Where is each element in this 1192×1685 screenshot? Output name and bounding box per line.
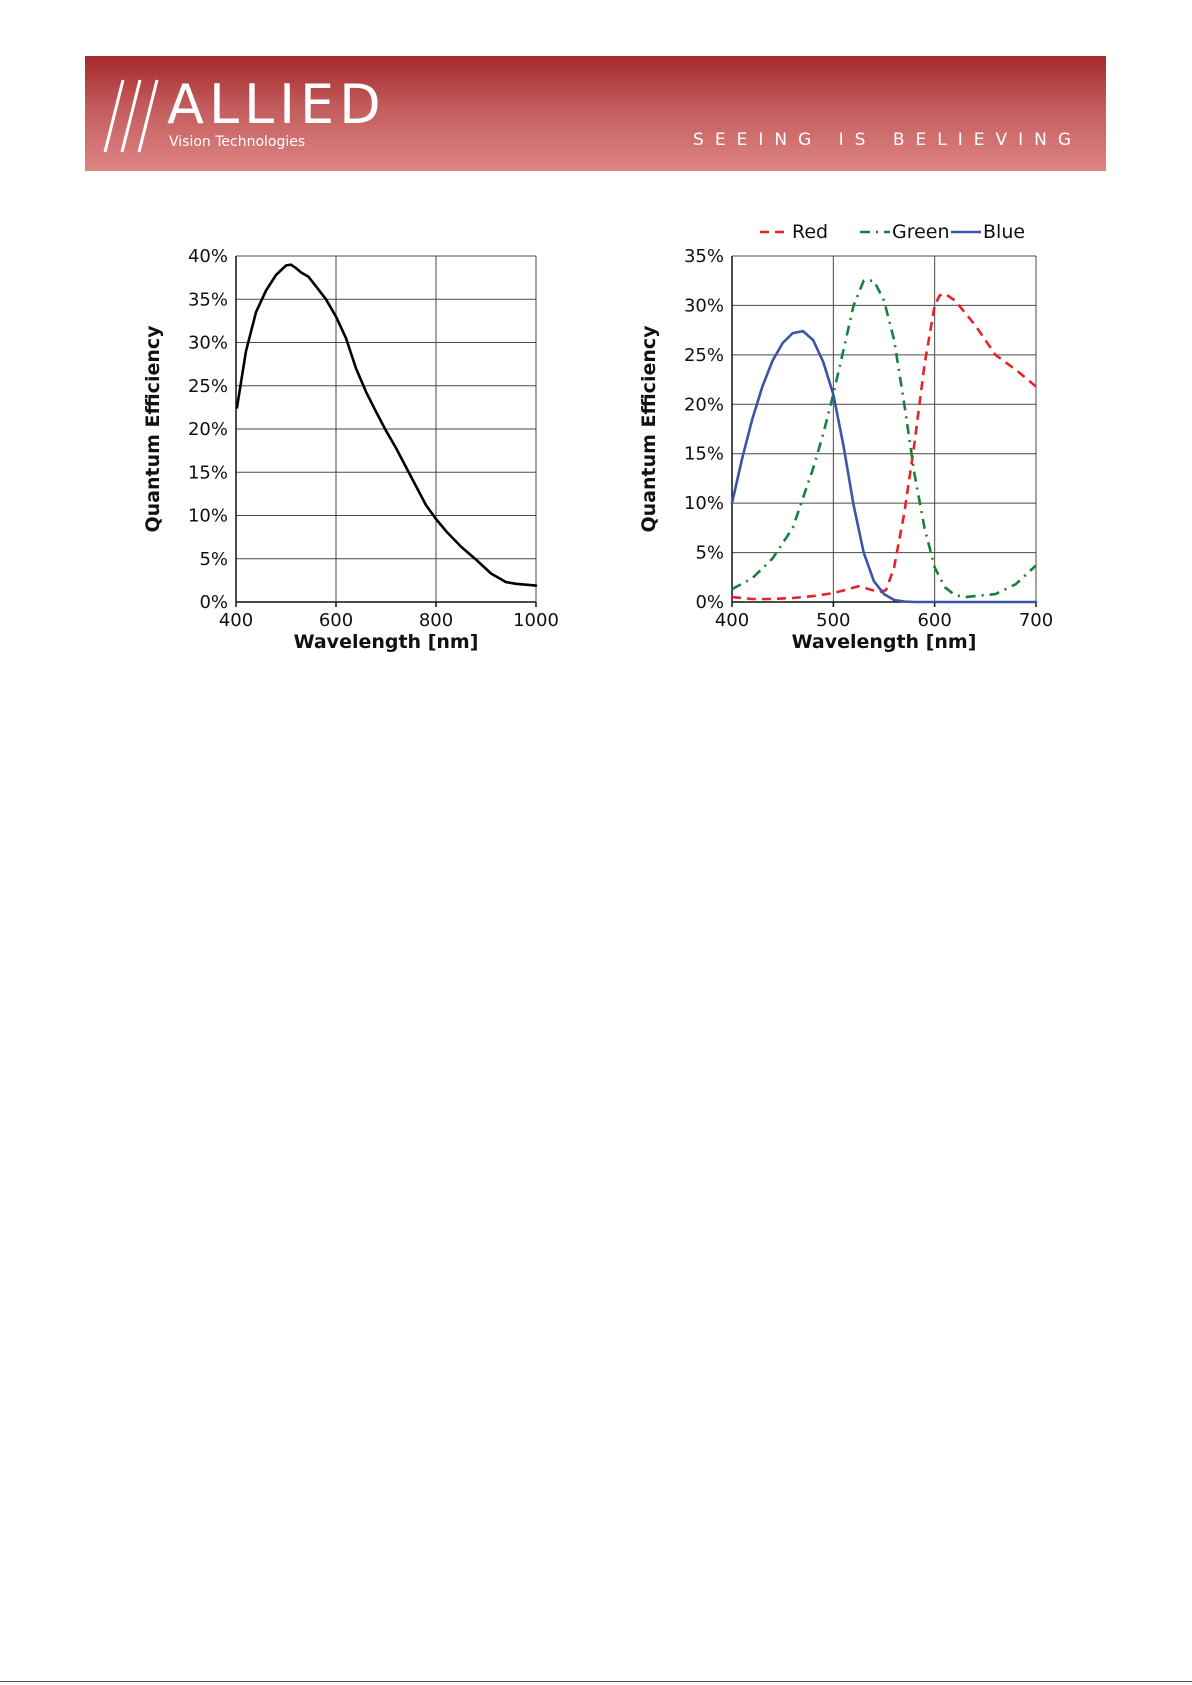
x-tick-label: 500 [816, 610, 850, 631]
y-axis-label: Quantum Efficiency [638, 325, 660, 533]
y-tick-label: 40% [188, 246, 228, 267]
legend-label: Green [892, 221, 950, 243]
y-tick-label: 20% [188, 419, 228, 440]
chart-1: 0% 5% 10% 15% 20% 25% 30% 35% 40% 400 600 800 1000 Wa… [142, 246, 559, 653]
legend: Red Green Blue [760, 221, 1025, 243]
x-tick-label: 600 [319, 610, 353, 631]
y-tick-label: 20% [684, 394, 724, 415]
y-tick-label: 15% [684, 444, 724, 465]
series-line-blue [730, 329, 1038, 604]
y-axis-label: Quantum Efficiency [142, 325, 164, 533]
y-tick-label: 25% [684, 345, 724, 366]
y-tick-label: 10% [684, 493, 724, 514]
y-tick-label: 0% [695, 592, 724, 613]
x-tick-label: 600 [917, 610, 951, 631]
chart-2: 0% 5% 10% 15% 20% 25% 30% 35% 400 500 600 700 Wavele… [638, 221, 1053, 653]
x-tick-label: 400 [219, 610, 253, 631]
y-tick-label: 35% [188, 289, 228, 310]
y-tick-label: 5% [199, 549, 228, 570]
y-tick-label: 10% [188, 506, 228, 527]
y-tick-label: 30% [684, 295, 724, 316]
x-tick-label: 800 [419, 610, 453, 631]
legend-label: Blue [983, 221, 1025, 243]
x-tick-label: 400 [715, 610, 749, 631]
brand-name: ALLIED [167, 73, 386, 136]
x-tick-label: 700 [1019, 610, 1053, 631]
x-axis-label: Wavelength [nm] [294, 631, 479, 653]
x-tick-label: 1000 [513, 610, 559, 631]
logo-slashes-icon [103, 79, 159, 153]
series-line [235, 263, 538, 587]
y-tick-label: 0% [199, 592, 228, 613]
y-tick-label: 15% [188, 462, 228, 483]
y-tick-label: 25% [188, 376, 228, 397]
y-tick-label: 35% [684, 246, 724, 267]
y-tick-label: 30% [188, 333, 228, 354]
page-bottom-rule [0, 1681, 1192, 1682]
tagline: SEEING IS BELIEVING [693, 130, 1082, 150]
quantum-efficiency-charts: 0% 5% 10% 15% 20% 25% 30% 35% 40% 400 600 800 1000 Wa… [142, 221, 1053, 653]
series-line-green [731, 279, 1037, 599]
series-line-red [731, 292, 1037, 601]
brand-subtitle: Vision Technologies [169, 134, 306, 150]
y-tick-label: 5% [695, 543, 724, 564]
x-axis-label: Wavelength [nm] [792, 631, 977, 653]
legend-label: Red [792, 221, 828, 243]
header-banner: ALLIED Vision Technologies SEEING IS BEL… [85, 56, 1106, 171]
